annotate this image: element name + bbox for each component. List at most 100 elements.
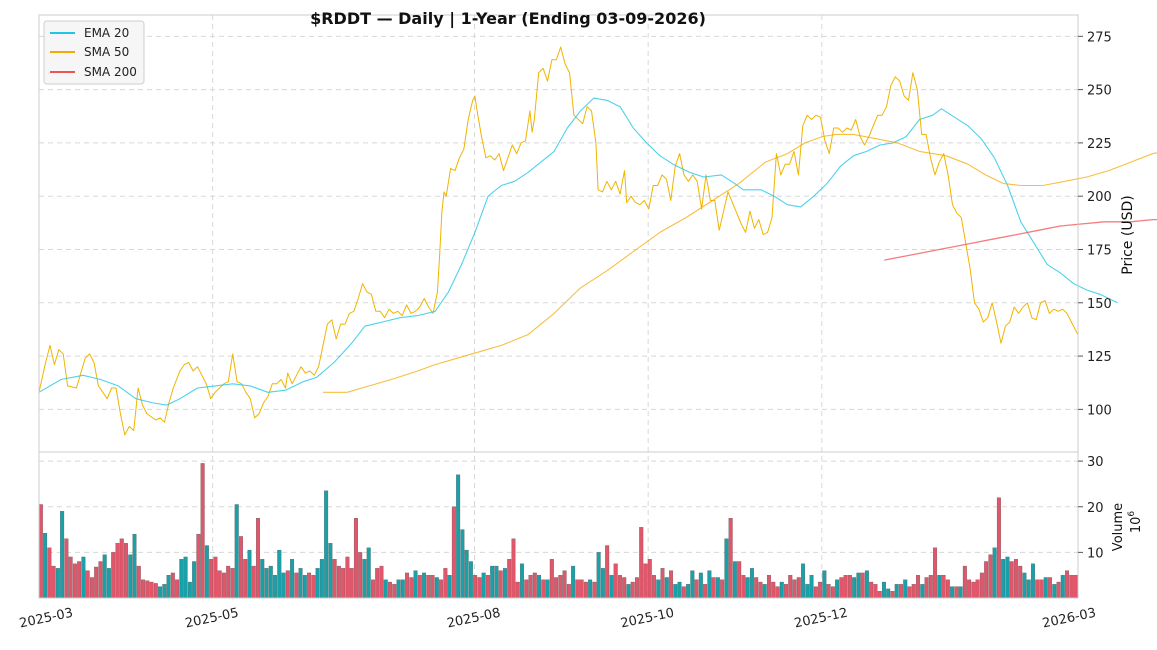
volume-bar xyxy=(881,581,886,599)
volume-bar xyxy=(686,584,691,599)
volume-bar xyxy=(907,586,912,599)
volume-bar xyxy=(528,575,533,599)
volume-panel-frame xyxy=(38,451,1079,599)
volume-bar xyxy=(290,559,295,599)
x-tick-label: 2025-10 xyxy=(619,606,675,632)
tick-labels: 100 125 150 175 200 225 250 275 10 20 30 2025-03 202… xyxy=(18,30,1112,631)
volume-bar xyxy=(681,586,686,599)
volume-bar xyxy=(200,463,205,599)
volume-bar xyxy=(451,506,456,599)
volume-bar xyxy=(660,568,665,599)
volume-bar xyxy=(754,577,759,599)
volume-bar xyxy=(950,586,955,599)
volume-bar xyxy=(332,559,337,599)
volume-bar xyxy=(366,547,371,599)
volume-bar xyxy=(996,497,1001,599)
volume-bar xyxy=(1022,572,1027,599)
volume-bar xyxy=(656,579,661,599)
volume-bar xyxy=(175,579,180,599)
volume-bar xyxy=(1056,581,1061,599)
volume-bar xyxy=(47,547,52,599)
volume-bar xyxy=(749,568,754,599)
volume-bar xyxy=(643,563,648,599)
volume-bar xyxy=(281,572,286,599)
volume-bar xyxy=(634,577,639,599)
volume-bar xyxy=(979,572,984,599)
volume-multiplier-base: 10 xyxy=(1129,517,1144,534)
legend: EMA 20 SMA 50 SMA 200 xyxy=(43,20,145,85)
volume-bar xyxy=(307,572,312,599)
volume-bar xyxy=(588,579,593,599)
volume-bar xyxy=(801,563,806,599)
volume-bar xyxy=(209,559,214,599)
volume-bar xyxy=(196,533,201,599)
price-tick-label: 150 xyxy=(1087,297,1112,312)
volume-bar xyxy=(911,584,916,599)
volume-bar xyxy=(864,570,869,599)
volume-bar xyxy=(473,575,478,599)
volume-bar xyxy=(1013,559,1018,599)
volume-bar xyxy=(613,563,618,599)
volume-bar xyxy=(984,561,989,599)
legend-box xyxy=(43,20,145,85)
volume-bar xyxy=(1069,575,1074,599)
volume-bar xyxy=(247,549,252,599)
volume-bar xyxy=(1026,579,1031,599)
volume-bar xyxy=(273,575,278,599)
volume-bar xyxy=(485,575,490,599)
volume-bar xyxy=(43,533,48,599)
volume-bar xyxy=(575,579,580,599)
volume-bar xyxy=(158,586,163,599)
volume-bar xyxy=(183,556,188,599)
volume-bar xyxy=(426,575,431,599)
volume-bar xyxy=(324,490,329,599)
volume-bar xyxy=(796,577,801,599)
volume-bar xyxy=(72,563,77,599)
volume-bar xyxy=(758,581,763,599)
volume-bar xyxy=(285,570,290,599)
volume-bar xyxy=(617,575,622,599)
volume-bar xyxy=(809,575,814,599)
volume-bar xyxy=(413,570,418,599)
volume-bar xyxy=(941,575,946,599)
volume-bar xyxy=(409,577,414,599)
volume-bar xyxy=(362,559,367,599)
price-tick-label: 200 xyxy=(1087,190,1112,205)
chart-title: $RDDT — Daily | 1-Year (Ending 03-09-202… xyxy=(310,9,706,29)
volume-bar xyxy=(345,556,350,599)
price-tick-label: 275 xyxy=(1087,30,1112,45)
volume-bar xyxy=(166,575,171,599)
volume-bar xyxy=(741,575,746,599)
volume-bar xyxy=(541,579,546,599)
price-lines xyxy=(38,46,1157,436)
volume-bar xyxy=(1018,565,1023,599)
volume-bar xyxy=(353,518,358,599)
volume-bar xyxy=(928,575,933,599)
volume-bar xyxy=(400,579,405,599)
volume-bar xyxy=(349,568,354,599)
volume-bar xyxy=(818,581,823,599)
volume-bar xyxy=(507,559,512,599)
volume-bar xyxy=(566,584,571,599)
volume-bar xyxy=(217,570,222,599)
volume-bar xyxy=(81,556,86,599)
volume-bar xyxy=(162,584,167,599)
volume-bar xyxy=(737,561,742,599)
volume-bar xyxy=(732,561,737,599)
volume-bar xyxy=(843,575,848,599)
volume-bar xyxy=(515,581,520,599)
x-tick-label: 2025-12 xyxy=(793,606,849,632)
series-line-sma50 xyxy=(323,133,1157,393)
volume-bar xyxy=(85,570,90,599)
volume-bar xyxy=(430,575,435,599)
volume-bar xyxy=(890,591,895,599)
volume-bar xyxy=(571,565,576,599)
volume-bar xyxy=(443,568,448,599)
volume-bar xyxy=(924,577,929,599)
volume-bar xyxy=(690,570,695,599)
volume-bar xyxy=(1039,579,1044,599)
price-tick-label: 250 xyxy=(1087,84,1112,99)
volume-bar xyxy=(341,568,346,599)
volume-bar xyxy=(405,572,410,599)
